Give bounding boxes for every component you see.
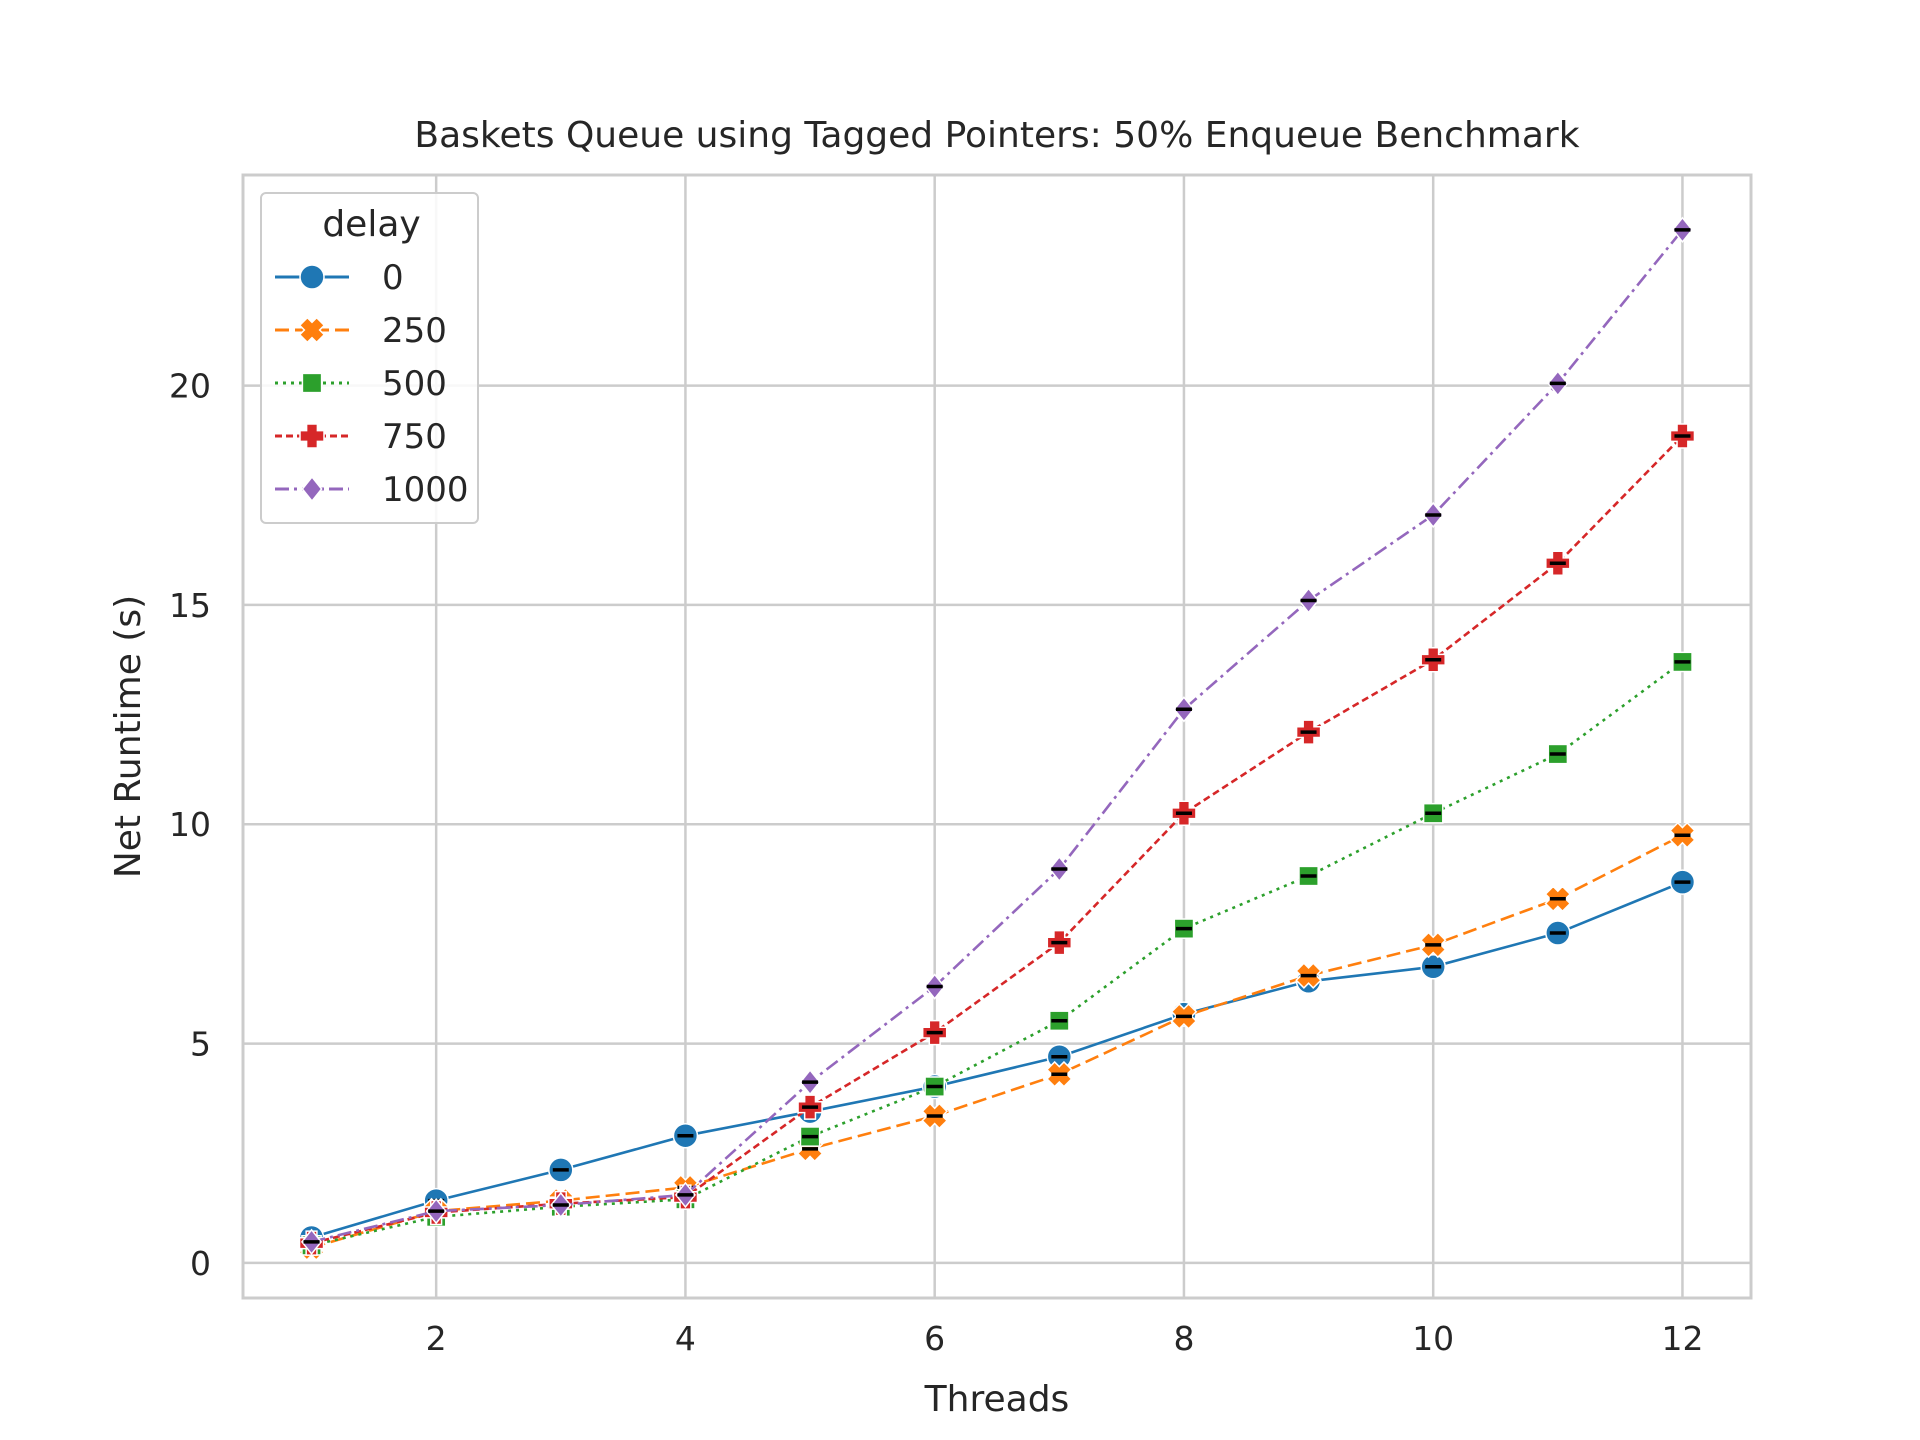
series-1000 [300, 216, 1694, 1256]
x-tick-label: 10 [1412, 1319, 1454, 1358]
legend-label: 750 [382, 417, 447, 457]
y-tick-label: 15 [169, 586, 211, 625]
x-tick-label: 6 [924, 1319, 945, 1358]
legend-marker [298, 316, 326, 344]
x-tick-label: 2 [426, 1319, 447, 1358]
y-tick-label: 5 [190, 1025, 211, 1064]
legend-marker [301, 475, 323, 503]
grid [243, 175, 1751, 1298]
legend-item: 0 [275, 258, 404, 298]
series-750 [298, 423, 1696, 1256]
legend-marker [299, 264, 325, 290]
series-line [311, 834, 1684, 1249]
legend-label: 500 [382, 364, 447, 404]
legend-item: 500 [275, 364, 447, 404]
x-tick-label: 4 [675, 1319, 696, 1358]
x-axis: 2 4 6 8 10 12 [426, 1319, 1704, 1358]
legend-label: 250 [382, 311, 447, 351]
legend-label: 0 [382, 258, 404, 298]
legend-title: delay [322, 204, 420, 245]
series-250 [298, 821, 1696, 1261]
legend-marker [301, 372, 323, 394]
series-line [311, 880, 1683, 1239]
series-line [311, 229, 1684, 1244]
y-axis: 0 5 10 15 20 [169, 367, 211, 1283]
y-tick-label: 0 [190, 1244, 211, 1283]
y-tick-label: 20 [169, 367, 211, 406]
x-tick-label: 12 [1661, 1319, 1703, 1358]
series-line [311, 660, 1684, 1247]
legend-item: 750 [275, 417, 447, 457]
legend-label: 1000 [382, 470, 469, 510]
series-line [311, 435, 1684, 1245]
y-axis-label: Net Runtime (s) [108, 595, 149, 878]
x-axis-label: Threads [924, 1379, 1070, 1420]
legend: delay 0 250 500 750 1000 [260, 192, 479, 524]
series-layer [298, 216, 1696, 1261]
legend-marker [299, 423, 325, 449]
plot-frame [241, 173, 1753, 1300]
y-tick-label: 10 [169, 805, 211, 844]
legend-item: 250 [275, 311, 447, 351]
legend-items: 0 250 500 750 1000 [275, 258, 469, 510]
chart-title: Baskets Queue using Tagged Pointers: 50%… [414, 115, 1579, 156]
legend-item: 1000 [275, 470, 469, 510]
x-tick-label: 8 [1173, 1319, 1194, 1358]
